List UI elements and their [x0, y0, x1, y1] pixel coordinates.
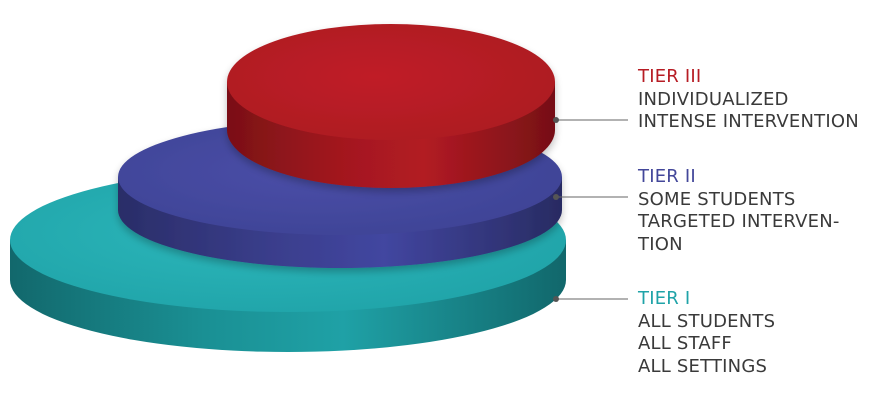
tier1-connector — [553, 296, 628, 302]
tier2-connector — [553, 194, 628, 200]
tier2-line-1: SOME STUDENTS — [638, 188, 796, 210]
tier1-name: TIER I — [638, 288, 691, 309]
tier2-name: TIER II — [638, 166, 696, 187]
tier3-name: TIER III — [638, 66, 702, 87]
tier3-disc — [227, 24, 555, 188]
tier1-label: TIER I ALL STUDENTS ALL STAFF ALL SETTIN… — [638, 288, 775, 378]
tier1-line-3: ALL SETTINGS — [638, 355, 768, 377]
tier3-disc-top — [227, 24, 555, 140]
tier3-line-1: INDIVIDUALIZED — [638, 88, 789, 110]
tier2-line-2: TARGETED INTERVEN- — [638, 211, 840, 232]
tier1-line-2: ALL STAFF — [638, 333, 732, 354]
tier2-line-3: TION — [638, 233, 683, 255]
tier3-line-2: INTENSE INTERVENTION — [638, 111, 859, 132]
tier3-label: TIER III INDIVIDUALIZED INTENSE INTERVEN… — [638, 66, 859, 134]
tier3-connector — [553, 117, 628, 123]
tier2-label: TIER II SOME STUDENTS TARGETED INTERVEN-… — [638, 166, 840, 256]
tier1-line-1: ALL STUDENTS — [638, 310, 776, 332]
